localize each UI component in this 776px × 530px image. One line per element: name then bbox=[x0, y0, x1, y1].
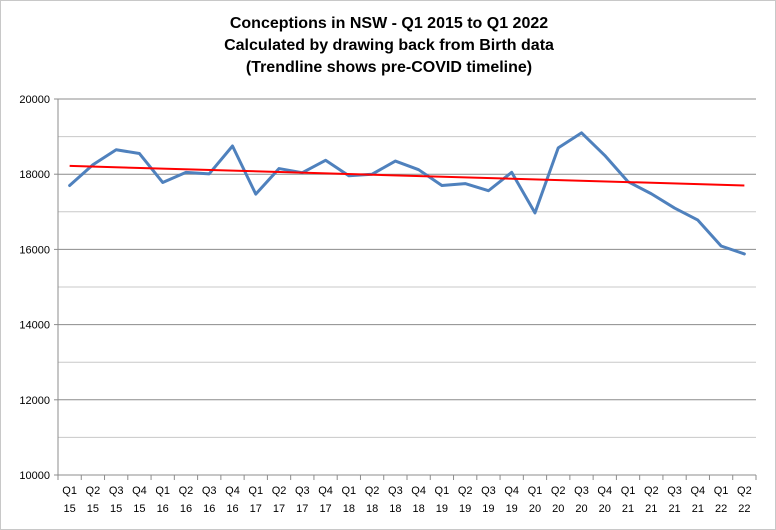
x-tick-label-year: 16 bbox=[180, 503, 192, 515]
x-tick-label-year: 19 bbox=[482, 503, 494, 515]
x-tick-label-year: 17 bbox=[319, 503, 331, 515]
chart-title-line-2: Calculated by drawing back from Birth da… bbox=[224, 37, 554, 54]
x-tick-label-quarter: Q2 bbox=[458, 485, 473, 497]
x-tick-label-quarter: Q1 bbox=[528, 485, 543, 497]
x-tick-label-year: 21 bbox=[668, 503, 680, 515]
x-tick-label-quarter: Q2 bbox=[551, 485, 566, 497]
x-tick-label-quarter: Q3 bbox=[295, 485, 310, 497]
chart-title-line-3: (Trendline shows pre-COVID timeline) bbox=[245, 59, 533, 76]
chart-title-line-1: Conceptions in NSW - Q1 2015 to Q1 2022 bbox=[229, 15, 549, 32]
trendline bbox=[69, 164, 745, 187]
x-tick-label-year: 16 bbox=[203, 503, 215, 515]
x-tick-label-quarter: Q2 bbox=[86, 485, 101, 497]
y-tick-label: 16000 bbox=[19, 244, 50, 256]
x-tick-label-quarter: Q2 bbox=[644, 485, 659, 497]
x-tick-label-year: 18 bbox=[343, 503, 355, 515]
x-tick-label-quarter: Q1 bbox=[341, 485, 356, 497]
chart-title: Conceptions in NSW - Q1 2015 to Q1 2022 … bbox=[1, 13, 776, 79]
y-tick-label: 18000 bbox=[19, 169, 50, 181]
y-tick-label: 10000 bbox=[19, 470, 50, 482]
x-tick-label-quarter: Q2 bbox=[737, 485, 752, 497]
x-tick-label-year: 21 bbox=[692, 503, 704, 515]
x-tick-label-year: 16 bbox=[157, 503, 169, 515]
x-tick-label-year: 19 bbox=[506, 503, 518, 515]
x-tick-label-quarter: Q4 bbox=[132, 485, 147, 497]
x-tick-label-quarter: Q4 bbox=[411, 485, 426, 497]
x-tick-label-year: 22 bbox=[715, 503, 727, 515]
x-tick-label-quarter: Q2 bbox=[179, 485, 194, 497]
x-tick-label-quarter: Q1 bbox=[248, 485, 263, 497]
x-tick-label-year: 20 bbox=[599, 503, 611, 515]
x-tick-label-quarter: Q4 bbox=[597, 485, 612, 497]
x-tick-label-year: 20 bbox=[529, 503, 541, 515]
x-tick-label-year: 15 bbox=[64, 503, 76, 515]
x-tick-label-quarter: Q3 bbox=[667, 485, 682, 497]
series-line-conceptions bbox=[68, 131, 746, 256]
x-tick-label-year: 20 bbox=[575, 503, 587, 515]
x-tick-label-quarter: Q2 bbox=[365, 485, 380, 497]
x-tick-label-year: 18 bbox=[366, 503, 378, 515]
x-tick-label-year: 22 bbox=[738, 503, 750, 515]
x-tick-label-quarter: Q1 bbox=[62, 485, 77, 497]
x-tick-label-year: 21 bbox=[622, 503, 634, 515]
x-tick-label-quarter: Q3 bbox=[388, 485, 403, 497]
x-tick-label-quarter: Q3 bbox=[202, 485, 217, 497]
x-tick-label-quarter: Q1 bbox=[435, 485, 450, 497]
x-tick-label-year: 16 bbox=[226, 503, 238, 515]
x-tick-label-quarter: Q1 bbox=[621, 485, 636, 497]
x-tick-label-year: 21 bbox=[645, 503, 657, 515]
x-tick-label-quarter: Q3 bbox=[574, 485, 589, 497]
x-tick-label-year: 17 bbox=[250, 503, 262, 515]
x-tick-label-quarter: Q4 bbox=[690, 485, 705, 497]
x-tick-label-year: 18 bbox=[389, 503, 401, 515]
y-tick-label: 20000 bbox=[19, 94, 50, 106]
y-tick-label: 12000 bbox=[19, 395, 50, 407]
x-tick-label-year: 19 bbox=[436, 503, 448, 515]
x-tick-label-quarter: Q4 bbox=[318, 485, 333, 497]
x-tick-label-year: 18 bbox=[413, 503, 425, 515]
x-tick-label-year: 17 bbox=[273, 503, 285, 515]
x-tick-label-quarter: Q2 bbox=[272, 485, 287, 497]
x-tick-label-year: 15 bbox=[133, 503, 145, 515]
x-tick-label-quarter: Q4 bbox=[504, 485, 519, 497]
x-tick-label-year: 15 bbox=[87, 503, 99, 515]
x-tick-label-year: 15 bbox=[110, 503, 122, 515]
x-tick-label-quarter: Q3 bbox=[109, 485, 124, 497]
x-tick-label-year: 17 bbox=[296, 503, 308, 515]
x-tick-label-year: 19 bbox=[459, 503, 471, 515]
x-tick-label-year: 20 bbox=[552, 503, 564, 515]
x-tick-label-quarter: Q3 bbox=[481, 485, 496, 497]
x-tick-label-quarter: Q1 bbox=[714, 485, 729, 497]
x-tick-label-quarter: Q1 bbox=[155, 485, 170, 497]
x-tick-label-quarter: Q4 bbox=[225, 485, 240, 497]
y-tick-label: 14000 bbox=[19, 320, 50, 332]
